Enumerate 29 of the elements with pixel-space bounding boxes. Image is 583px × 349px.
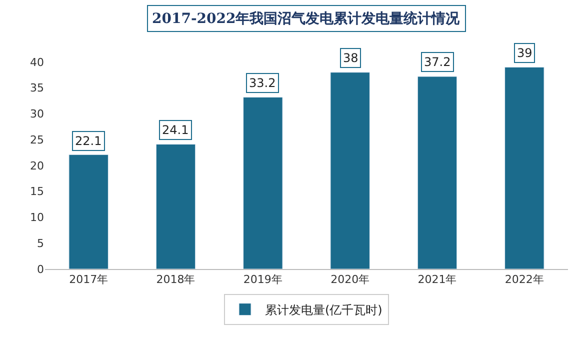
bar — [330, 72, 370, 269]
y-tick-label: 0 — [37, 262, 44, 276]
data-label: 39 — [517, 46, 532, 60]
x-tick-label: 2018年 — [156, 273, 196, 286]
data-label: 37.2 — [424, 55, 451, 69]
x-tick-label: 2022年 — [504, 273, 544, 286]
y-tick-label: 5 — [37, 236, 44, 250]
y-tick-label: 30 — [30, 108, 44, 121]
y-tick-label: 35 — [30, 82, 44, 95]
bar — [156, 144, 196, 269]
bar — [417, 76, 458, 269]
legend-label: 累计发电量(亿千瓦时) — [265, 303, 382, 318]
x-tick-label: 2019年 — [243, 273, 282, 286]
chart-title: 2017-2022年我国沼气发电累计发电量统计情况 — [152, 10, 461, 27]
y-tick-label: 15 — [30, 185, 44, 198]
data-label: 22.1 — [75, 134, 102, 148]
data-label: 33.2 — [249, 76, 276, 90]
data-label: 24.1 — [162, 123, 189, 137]
y-tick-label: 20 — [30, 159, 44, 172]
y-tick-label: 10 — [30, 211, 44, 224]
x-tick-label: 2021年 — [418, 273, 457, 286]
bar — [68, 154, 108, 269]
y-tick-label: 25 — [30, 133, 44, 146]
bar — [504, 66, 544, 269]
bar — [243, 96, 283, 269]
x-tick-label: 2020年 — [330, 273, 370, 286]
data-label: 38 — [343, 51, 358, 65]
y-tick-label: 40 — [30, 56, 44, 69]
x-tick-label: 2017年 — [69, 273, 108, 286]
